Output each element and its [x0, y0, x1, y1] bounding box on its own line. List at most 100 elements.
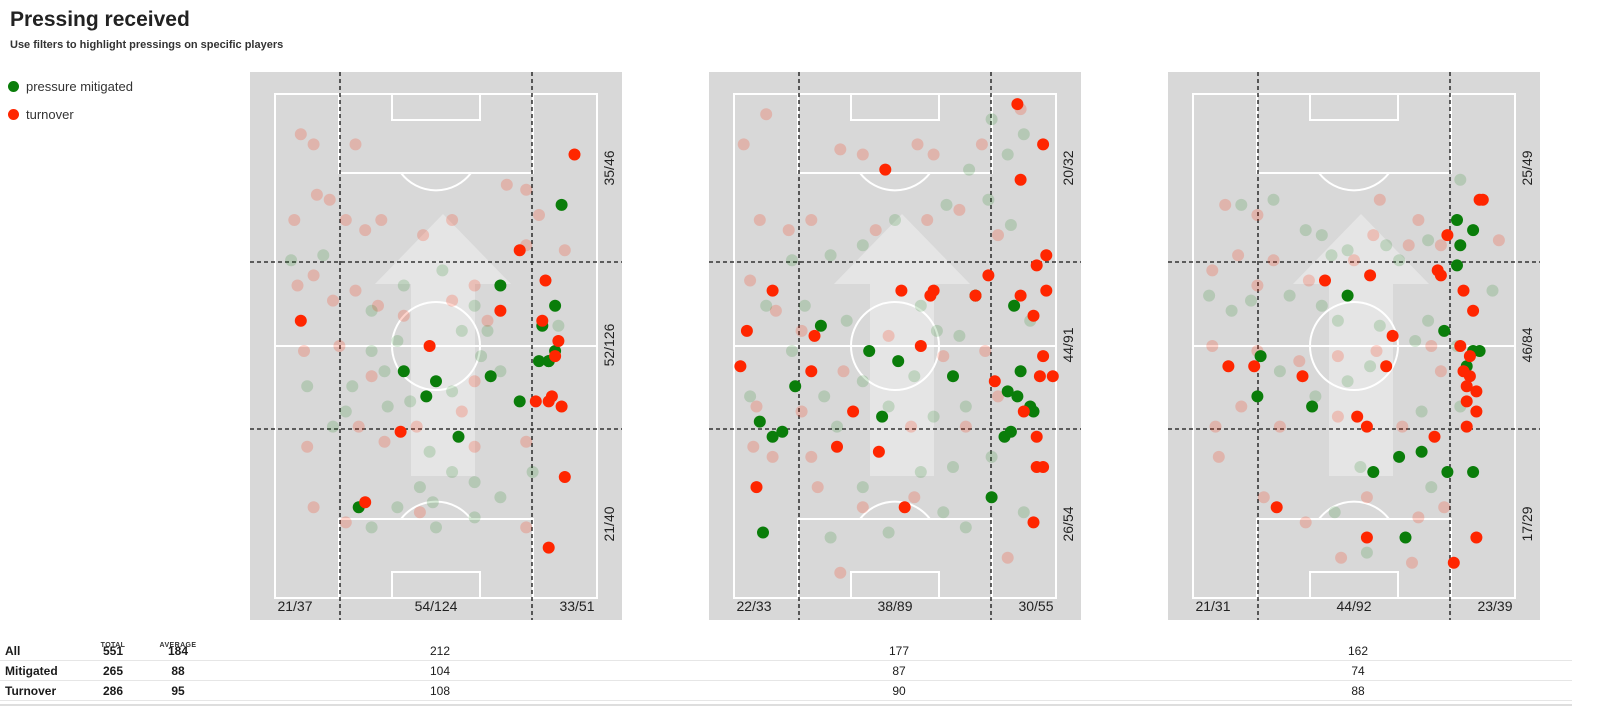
faint-turnover-point — [375, 214, 388, 226]
faint-mitigated-point — [824, 531, 837, 544]
faint-mitigated-point — [1267, 193, 1280, 206]
legend-item-turnover[interactable]: turnover — [8, 100, 133, 128]
legend-item-mitigated[interactable]: pressure mitigated — [8, 72, 133, 100]
stats-pitch-3-value: 74 — [1351, 664, 1365, 678]
faint-turnover-point — [1370, 345, 1383, 357]
faint-turnover-point — [520, 183, 533, 196]
faint-turnover-point — [397, 309, 410, 322]
faint-turnover-point — [349, 284, 362, 297]
turnover-point — [1360, 420, 1373, 433]
faint-mitigated-point — [285, 254, 298, 267]
faint-mitigated-point — [744, 390, 757, 403]
faint-mitigated-point — [317, 249, 330, 262]
faint-mitigated-point — [365, 345, 378, 357]
zone-count-side: 20/32 — [1060, 150, 1076, 185]
turnover-point — [555, 400, 568, 413]
mitigated-point — [1011, 390, 1024, 403]
turnover-point — [766, 284, 779, 297]
turnover-point — [1463, 350, 1476, 363]
faint-mitigated-point — [760, 299, 773, 312]
faint-mitigated-point — [937, 506, 950, 519]
mitigated-point — [513, 395, 526, 408]
faint-mitigated-point — [468, 511, 481, 524]
faint-turnover-point — [413, 506, 426, 519]
stats-pitch-2-value: 87 — [892, 664, 906, 678]
mitigated-point — [892, 355, 905, 368]
faint-turnover-point — [1235, 400, 1248, 413]
mitigated-point — [533, 355, 545, 368]
stats-pitch-1-value: 108 — [429, 684, 451, 698]
faint-mitigated-point — [365, 521, 378, 534]
mitigated-point — [814, 319, 827, 332]
turnover-point — [1351, 410, 1364, 423]
faint-mitigated-point — [856, 375, 869, 388]
mitigated-point — [1367, 466, 1380, 478]
faint-mitigated-point — [1328, 506, 1341, 519]
zone-count-bottom: 33/51 — [559, 598, 594, 614]
faint-turnover-point — [959, 420, 972, 433]
mitigated-point — [420, 390, 433, 403]
faint-turnover-point — [365, 370, 378, 383]
turnover-point — [513, 244, 526, 257]
penalty-arc-top — [859, 172, 931, 192]
faint-turnover-point — [795, 324, 808, 337]
faint-turnover-point — [908, 491, 921, 504]
faint-mitigated-point — [436, 264, 449, 277]
mitigated-point — [397, 365, 410, 378]
mitigated-point — [1008, 299, 1021, 312]
goal-box-bottom — [1309, 571, 1399, 599]
faint-mitigated-point — [1486, 284, 1499, 297]
faint-mitigated-point — [381, 400, 394, 413]
faint-mitigated-point — [953, 329, 966, 342]
turnover-point — [988, 375, 1001, 388]
faint-turnover-point — [446, 294, 459, 307]
faint-mitigated-point — [908, 370, 921, 383]
turnover-point — [1460, 380, 1473, 393]
faint-turnover-point — [310, 188, 323, 201]
turnover-point — [831, 440, 843, 453]
mitigated-point — [1451, 259, 1463, 272]
turnover-point — [494, 304, 507, 317]
faint-mitigated-point — [1360, 546, 1373, 559]
faint-turnover-point — [769, 304, 782, 317]
faint-mitigated-point — [481, 324, 494, 337]
turnover-point — [1380, 360, 1393, 373]
faint-turnover-point — [481, 314, 494, 327]
turnover-point — [879, 163, 892, 176]
faint-turnover-point — [558, 244, 571, 257]
turnover-point — [1428, 430, 1441, 443]
faint-turnover-point — [992, 229, 1004, 242]
zone-count-side: 25/49 — [1519, 150, 1535, 185]
faint-turnover-point — [834, 143, 847, 156]
faint-turnover-point — [359, 224, 372, 237]
faint-turnover-point — [811, 481, 824, 494]
turnover-point — [1030, 259, 1043, 272]
mitigated-point — [1467, 466, 1480, 478]
stats-average: 184 — [167, 644, 189, 658]
faint-turnover-point — [1251, 209, 1264, 221]
faint-turnover-point — [1232, 249, 1245, 262]
faint-mitigated-point — [391, 501, 404, 514]
faint-mitigated-point — [1283, 289, 1296, 302]
turnover-point — [1017, 405, 1030, 418]
mitigated-point — [430, 375, 442, 388]
faint-mitigated-point — [327, 420, 339, 433]
mitigated-point — [766, 430, 779, 443]
faint-mitigated-point — [1315, 299, 1328, 312]
turnover-point — [1434, 269, 1447, 282]
faint-turnover-point — [766, 450, 779, 463]
faint-mitigated-point — [423, 445, 436, 458]
page-subtitle: Use filters to highlight pressings on sp… — [10, 39, 284, 51]
faint-turnover-point — [805, 214, 818, 226]
turnover-point — [558, 471, 571, 483]
faint-mitigated-point — [526, 466, 539, 478]
zone-count-bottom: 54/124 — [415, 598, 458, 614]
faint-mitigated-point — [413, 481, 426, 494]
faint-turnover-point — [410, 420, 423, 433]
zone-count-bottom: 38/89 — [877, 598, 912, 614]
zone-lines — [1168, 72, 1540, 620]
faint-turnover-point — [750, 400, 763, 413]
faint-turnover-point — [307, 138, 320, 151]
turnover-point — [1222, 360, 1235, 373]
goal-box-top — [850, 93, 940, 121]
